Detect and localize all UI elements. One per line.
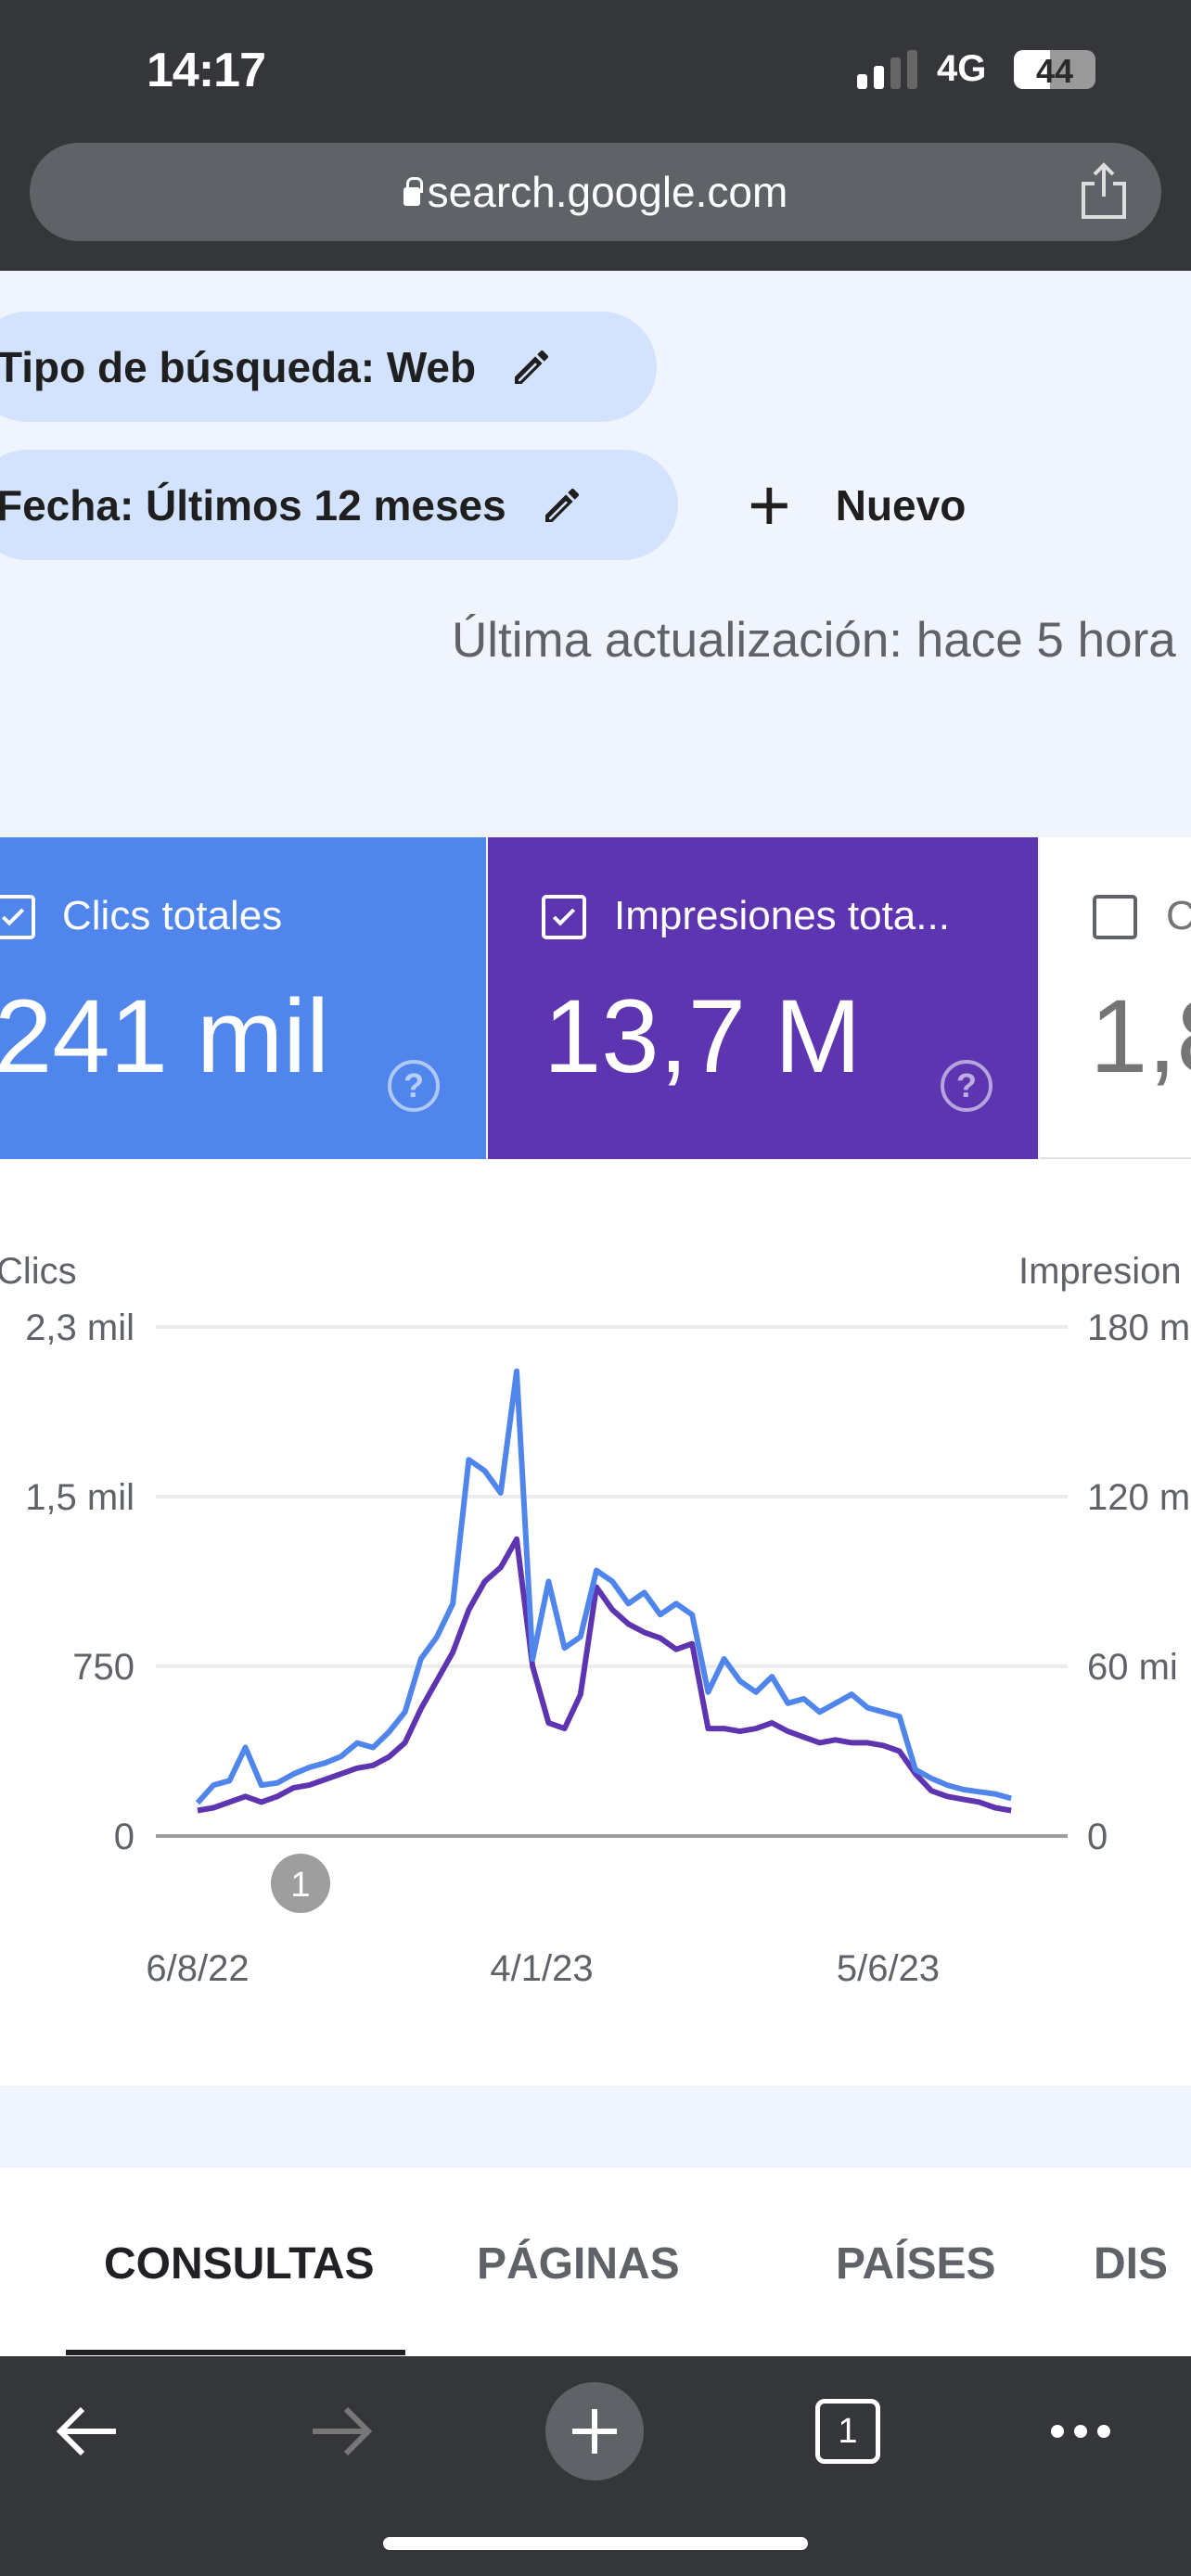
plus-icon: + bbox=[748, 464, 791, 546]
new-tab-button[interactable] bbox=[545, 2382, 644, 2480]
more-menu-button[interactable] bbox=[1031, 2382, 1130, 2480]
metric-value: 13,7 M bbox=[544, 978, 862, 1094]
annotation-label: 1 bbox=[290, 1866, 310, 1905]
metric-card-impressions[interactable]: Impresiones tota... 13,7 M ? bbox=[488, 837, 1038, 1159]
help-icon[interactable]: ? bbox=[388, 1060, 440, 1112]
right-tick-label: 180 m bbox=[1087, 1307, 1190, 1348]
lock-icon bbox=[403, 177, 423, 206]
url-text[interactable]: search.google.com bbox=[30, 167, 1161, 217]
battery-icon: 44 bbox=[1014, 50, 1095, 89]
more-icon bbox=[1051, 2425, 1110, 2438]
left-tick-label: 2,3 mil bbox=[25, 1307, 134, 1348]
annotation-marker[interactable] bbox=[271, 1854, 330, 1913]
left-tick-label: 750 bbox=[72, 1647, 134, 1688]
pencil-icon[interactable] bbox=[509, 345, 554, 389]
right-axis-title: Impresion bbox=[1018, 1251, 1182, 1292]
last-update-text: Última actualización: hace 5 hora bbox=[452, 613, 1176, 668]
tab-pages[interactable]: PÁGINAS bbox=[477, 2239, 680, 2289]
left-tick-label: 0 bbox=[114, 1817, 134, 1857]
left-tick-label: 1,5 mil bbox=[25, 1477, 134, 1518]
tab-devices[interactable]: DIS bbox=[1094, 2239, 1169, 2289]
back-arrow-icon bbox=[56, 2406, 116, 2456]
help-icon[interactable]: ? bbox=[941, 1060, 992, 1112]
metric-value: 241 mil bbox=[0, 978, 330, 1094]
pencil-icon[interactable] bbox=[540, 483, 584, 528]
forward-arrow-icon bbox=[313, 2406, 373, 2456]
checkbox-checked-icon[interactable] bbox=[542, 895, 586, 939]
search-type-filter-chip[interactable]: Tipo de búsqueda: Web bbox=[0, 312, 657, 422]
battery-level: 44 bbox=[1035, 52, 1074, 89]
new-filter-label: Nuevo bbox=[835, 481, 967, 529]
checkbox-checked-icon[interactable] bbox=[0, 895, 35, 939]
right-tick-label: 60 mi bbox=[1087, 1647, 1178, 1688]
metric-card-ctr[interactable]: C 1,8 bbox=[1040, 837, 1191, 1159]
metric-label: Impresiones tota... bbox=[614, 893, 950, 938]
metric-label: Clics totales bbox=[62, 893, 283, 938]
url-value: search.google.com bbox=[427, 168, 788, 216]
performance-chart: Clics Impresion 0 0 750 60 mi 1,5 mil 120 m 2,… bbox=[0, 1159, 1191, 2085]
status-bar: 14:17 4G 44 search.google.com bbox=[0, 0, 1191, 271]
tab-count: 1 bbox=[815, 2399, 880, 2464]
right-tick-label: 120 m bbox=[1087, 1477, 1190, 1518]
signal-icon bbox=[857, 50, 917, 89]
active-tab-indicator bbox=[66, 2350, 405, 2355]
back-button[interactable] bbox=[38, 2382, 136, 2480]
share-icon[interactable] bbox=[1076, 161, 1132, 221]
dimension-tabs: CONSULTAS PÁGINAS PAÍSES DIS bbox=[0, 2168, 1191, 2356]
network-type: 4G bbox=[937, 48, 987, 89]
metric-value: 1,8 bbox=[1090, 978, 1191, 1094]
x-tick-label: 4/1/23 bbox=[490, 1948, 593, 1989]
new-filter-button[interactable]: + Nuevo bbox=[748, 464, 967, 546]
forward-button[interactable] bbox=[292, 2382, 391, 2480]
checkbox-unchecked-icon[interactable] bbox=[1093, 895, 1137, 939]
address-bar[interactable]: search.google.com bbox=[30, 143, 1161, 241]
metric-card-clicks[interactable]: Clics totales 241 mil ? bbox=[0, 837, 486, 1159]
browser-toolbar: 1 bbox=[0, 2356, 1191, 2576]
metric-label: C bbox=[1166, 893, 1191, 939]
tab-countries[interactable]: PAÍSES bbox=[836, 2239, 996, 2289]
chip-label: Tipo de búsqueda: Web bbox=[0, 342, 477, 391]
tab-switcher-button[interactable]: 1 bbox=[799, 2382, 897, 2480]
status-time: 14:17 bbox=[147, 44, 266, 97]
x-tick-label: 6/8/22 bbox=[146, 1948, 249, 1989]
home-indicator[interactable] bbox=[383, 2537, 808, 2550]
x-tick-label: 5/6/23 bbox=[837, 1948, 940, 1989]
chart-svg: Clics Impresion 0 0 750 60 mi 1,5 mil 120 m 2,… bbox=[0, 1251, 1190, 1989]
left-axis-title: Clics bbox=[0, 1251, 77, 1292]
right-tick-label: 0 bbox=[1087, 1817, 1108, 1857]
clicks-line bbox=[195, 1368, 1012, 1805]
tab-queries[interactable]: CONSULTAS bbox=[104, 2239, 375, 2289]
impressions-line bbox=[197, 1536, 1012, 1814]
date-filter-chip[interactable]: Fecha: Últimos 12 meses bbox=[0, 450, 678, 560]
plus-icon bbox=[572, 2409, 617, 2454]
chip-label: Fecha: Últimos 12 meses bbox=[0, 480, 506, 529]
